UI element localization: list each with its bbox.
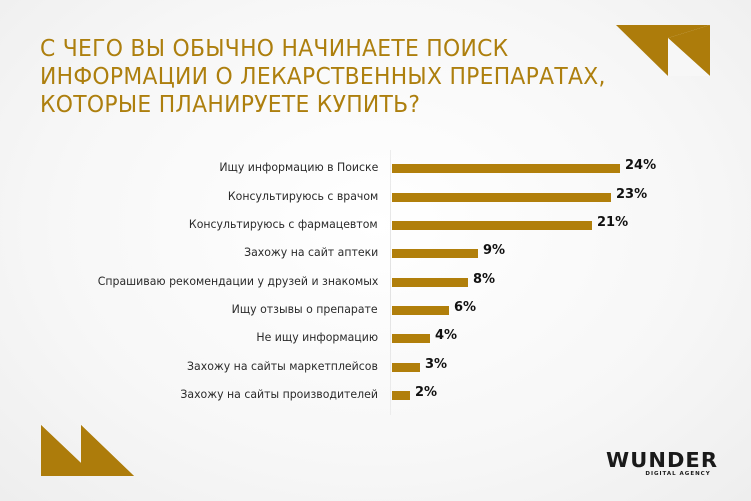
title-line-3: КОТОРЫЕ ПЛАНИРУЕТЕ КУПИТЬ? [40, 90, 421, 118]
bar-row: Спрашиваю рекомендации у друзей и знаком… [0, 272, 751, 293]
bar-row: Консультируюсь с врачом 23% [0, 187, 751, 208]
bar-value: 4% [435, 328, 458, 343]
chart-title: С ЧЕГО ВЫ ОБЫЧНО НАЧИНАЕТЕ ПОИСК ИНФОРМА… [40, 34, 606, 118]
bar-value: 24% [625, 158, 657, 173]
logo-wordmark: WUNDER [606, 448, 719, 472]
bar-row: Захожу на сайт аптеки 9% [0, 243, 751, 264]
bar [392, 306, 449, 315]
bar-row: Ищу информацию в Поиске 24% [0, 158, 751, 179]
bar-label: Не ищу информацию [256, 330, 378, 344]
bar [392, 334, 430, 343]
title-line-1: С ЧЕГО ВЫ ОБЫЧНО НАЧИНАЕТЕ ПОИСК [40, 34, 509, 62]
bar-row: Захожу на сайты маркетплейсов 3% [0, 357, 751, 378]
bar [392, 221, 592, 230]
bar-label: Спрашиваю рекомендации у друзей и знаком… [97, 274, 378, 288]
bar-value: 8% [473, 272, 496, 287]
decorative-triangles-top-right-icon [616, 25, 710, 76]
axis-divider [390, 150, 391, 415]
bar-label: Ищу отзывы о препарате [232, 302, 378, 316]
bar [392, 164, 620, 173]
title-line-2: ИНФОРМАЦИИ О ЛЕКАРСТВЕННЫХ ПРЕПАРАТАХ, [40, 62, 606, 90]
bar-value: 2% [415, 385, 438, 400]
bar [392, 391, 410, 400]
bar [392, 363, 420, 372]
bar-label: Захожу на сайт аптеки [243, 245, 378, 259]
bar-label: Консультируюсь с врачом [227, 189, 378, 203]
bar-value: 3% [425, 357, 448, 372]
bar [392, 249, 478, 258]
bar-value: 9% [483, 243, 506, 258]
bar-value: 6% [454, 300, 477, 315]
bar-value: 21% [597, 215, 629, 230]
bar-row: Захожу на сайты производителей 2% [0, 385, 751, 406]
bar [392, 193, 611, 202]
bar-row: Ищу отзывы о препарате 6% [0, 300, 751, 321]
decorative-triangles-bottom-left-icon [41, 425, 134, 476]
bar-label: Консультируюсь с фармацевтом [189, 217, 378, 231]
bar-label: Захожу на сайты маркетплейсов [187, 359, 378, 373]
bar-value: 23% [616, 187, 648, 202]
bar [392, 278, 468, 287]
bar-row: Не ищу информацию 4% [0, 328, 751, 349]
logo-tagline: DIGITAL AGENCY [645, 471, 711, 477]
bar-label: Захожу на сайты производителей [180, 387, 378, 401]
wunder-logo: WUNDER DIGITAL AGENCY [606, 450, 717, 477]
bar-label: Ищу информацию в Поиске [219, 160, 378, 174]
bar-row: Консультируюсь с фармацевтом 21% [0, 215, 751, 236]
